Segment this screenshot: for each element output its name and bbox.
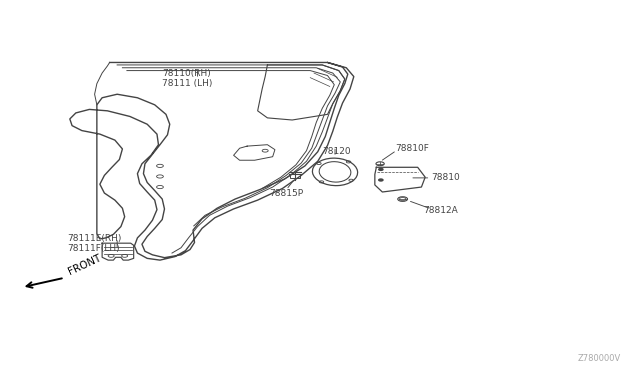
Text: 78810: 78810 (431, 173, 460, 182)
Circle shape (379, 169, 383, 170)
Text: 78120: 78120 (323, 147, 351, 156)
Text: FRONT: FRONT (67, 253, 103, 277)
Text: 78810F: 78810F (395, 144, 429, 153)
Circle shape (379, 179, 383, 181)
Text: 78110(RH)
78111 (LH): 78110(RH) 78111 (LH) (162, 69, 212, 88)
Text: 78111E(RH)
78111F(LH): 78111E(RH) 78111F(LH) (67, 234, 121, 253)
Text: Z780000V: Z780000V (577, 355, 621, 363)
Text: 78815P: 78815P (269, 189, 304, 198)
Text: 78812A: 78812A (423, 206, 458, 215)
Bar (290, 174, 300, 178)
